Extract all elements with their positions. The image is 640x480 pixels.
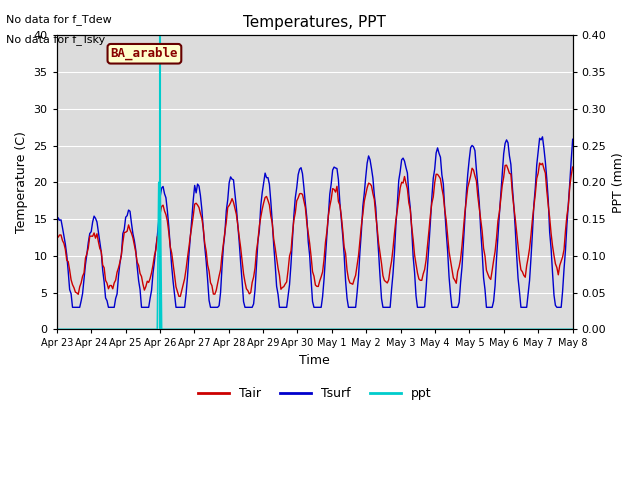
Y-axis label: Temperature (C): Temperature (C) — [15, 132, 28, 233]
Text: No data for f_Tdew: No data for f_Tdew — [6, 14, 112, 25]
Text: No data for f_Tsky: No data for f_Tsky — [6, 34, 106, 45]
Legend: Tair, Tsurf, ppt: Tair, Tsurf, ppt — [193, 383, 436, 406]
Title: Temperatures, PPT: Temperatures, PPT — [243, 15, 386, 30]
Y-axis label: PPT (mm): PPT (mm) — [612, 152, 625, 213]
Text: BA_arable: BA_arable — [111, 47, 178, 60]
X-axis label: Time: Time — [300, 354, 330, 367]
